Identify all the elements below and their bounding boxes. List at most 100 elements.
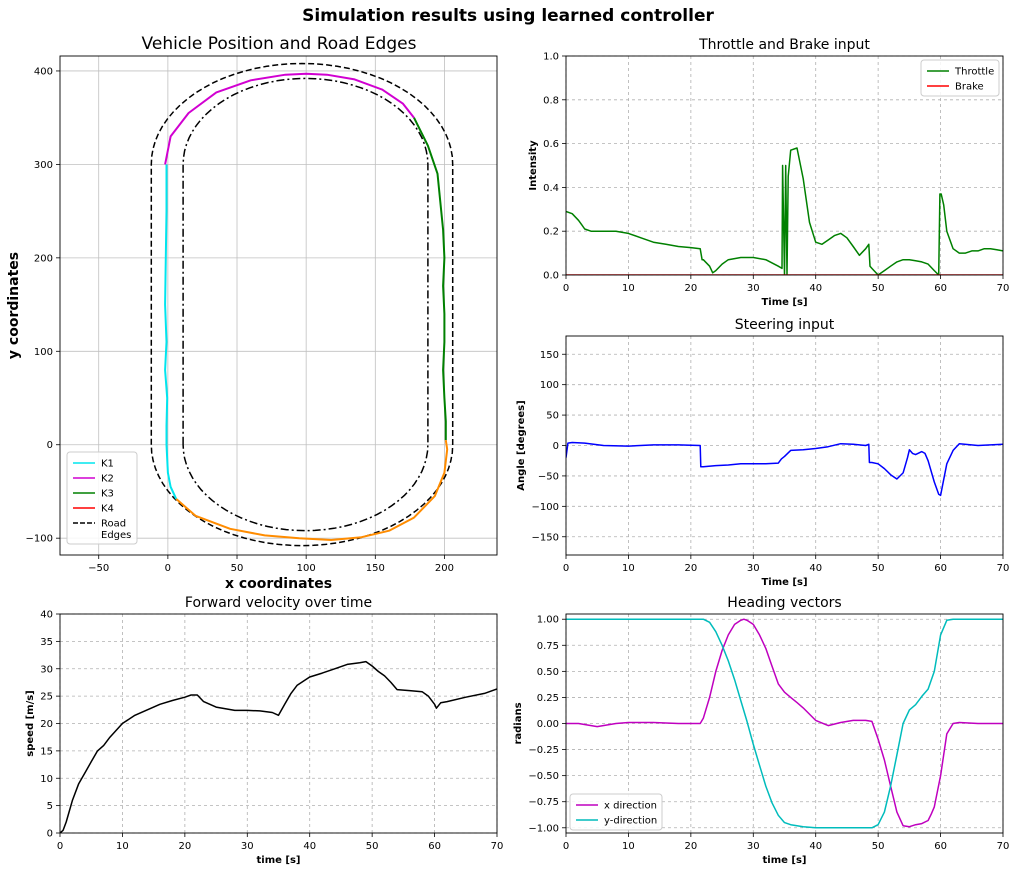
heading-chart: 0 10 20 30 40 50 60 70 −1.00 −0.75 −0.50 −0.25 0.00 0… xyxy=(513,595,1009,866)
position-xlabel: x coordinates xyxy=(225,576,332,592)
legend-label: K2 xyxy=(101,474,114,485)
x-tick-label: 0 xyxy=(165,563,171,574)
position-line-k3 xyxy=(413,117,447,441)
velocity-ylabel: speed [m/s] xyxy=(25,690,36,756)
x-tick-label: 20 xyxy=(684,283,697,294)
y-tick-label: 50 xyxy=(546,411,559,422)
legend-label: Throttle xyxy=(954,67,994,78)
legend-label: Road xyxy=(101,519,126,530)
y-tick-label: 0.8 xyxy=(543,95,559,106)
position-line-orange xyxy=(175,439,449,541)
y-tick-label: 0 xyxy=(47,829,53,840)
heading-line-y-direction xyxy=(566,618,1003,829)
position-line-k1 xyxy=(164,164,178,500)
steering-ylabel: Angle [degrees] xyxy=(516,400,527,490)
steering-xlabel: Time [s] xyxy=(761,577,807,588)
x-tick-label: 40 xyxy=(809,283,822,294)
x-tick-label: 0 xyxy=(563,563,569,574)
legend-box xyxy=(920,59,1000,97)
x-tick-label: 100 xyxy=(297,563,316,574)
y-tick-label: 100 xyxy=(34,347,53,358)
x-tick-label: 70 xyxy=(997,841,1010,852)
heading-title: Heading vectors xyxy=(727,595,841,611)
x-tick-label: 0 xyxy=(57,841,63,852)
y-tick-label: 0 xyxy=(47,440,53,451)
x-tick-label: 40 xyxy=(809,563,822,574)
y-tick-label: 20 xyxy=(40,719,53,730)
position-plot-area xyxy=(150,62,454,547)
velocity-line-series-0 xyxy=(60,660,497,833)
y-tick-label: −150 xyxy=(532,532,559,543)
x-tick-label: 50 xyxy=(872,563,885,574)
y-tick-label: 5 xyxy=(47,801,53,812)
velocity-chart: 0 10 20 30 40 50 60 70 0 5 10 15 20 25 30 35 40 Forward v… xyxy=(25,595,503,866)
throttle-legend: Throttle Brake xyxy=(920,59,1000,97)
y-tick-label: −0.25 xyxy=(528,745,559,756)
x-tick-label: 0 xyxy=(563,283,569,294)
y-tick-label: 35 xyxy=(40,637,53,648)
y-tick-label: 300 xyxy=(34,160,53,171)
y-tick-label: 0.0 xyxy=(543,271,559,282)
x-tick-label: 50 xyxy=(366,841,379,852)
legend-label: K1 xyxy=(101,459,114,470)
x-tick-label: 40 xyxy=(303,841,316,852)
legend-label: Brake xyxy=(955,82,984,93)
heading-ylabel: radians xyxy=(513,702,524,744)
y-tick-label: −50 xyxy=(538,471,559,482)
x-tick-label: 70 xyxy=(491,841,504,852)
x-tick-label: 40 xyxy=(809,841,822,852)
road-edge-outer xyxy=(150,62,454,547)
y-tick-label: −1.00 xyxy=(528,823,559,834)
y-tick-label: 1.00 xyxy=(537,615,559,626)
heading-plot-area xyxy=(566,618,1003,829)
steering-title: Steering input xyxy=(735,317,835,333)
y-tick-label: 0.00 xyxy=(537,719,559,730)
x-tick-label: 60 xyxy=(934,563,947,574)
y-tick-label: 400 xyxy=(34,66,53,77)
y-tick-label: 25 xyxy=(40,692,53,703)
x-tick-label: 20 xyxy=(684,841,697,852)
position-line-k2 xyxy=(164,72,415,165)
x-tick-label: 20 xyxy=(178,841,191,852)
steering-line-series-0 xyxy=(566,441,1003,497)
velocity-title: Forward velocity over time xyxy=(185,595,372,611)
x-tick-label: 30 xyxy=(747,841,760,852)
throttle-title: Throttle and Brake input xyxy=(698,37,870,53)
y-tick-label: 30 xyxy=(40,664,53,675)
x-tick-label: 0 xyxy=(563,841,569,852)
legend-label: K3 xyxy=(101,489,114,500)
x-tick-label: 60 xyxy=(934,283,947,294)
y-tick-label: −100 xyxy=(26,534,53,545)
legend-box xyxy=(569,793,663,831)
position-ylabel: y coordinates xyxy=(6,252,22,359)
x-tick-label: 30 xyxy=(747,563,760,574)
y-tick-label: −100 xyxy=(532,502,559,513)
throttle-axes-frame xyxy=(565,55,1004,276)
x-tick-label: 20 xyxy=(684,563,697,574)
y-tick-label: 1.0 xyxy=(543,52,559,63)
x-tick-label: 10 xyxy=(116,841,129,852)
velocity-xlabel: time [s] xyxy=(257,855,301,866)
y-tick-label: 0.2 xyxy=(543,227,559,238)
x-tick-label: 60 xyxy=(428,841,441,852)
x-tick-label: 200 xyxy=(435,563,454,574)
y-tick-label: 15 xyxy=(40,746,53,757)
velocity-plot-area xyxy=(60,660,497,833)
heading-xlabel: time [s] xyxy=(763,855,807,866)
x-tick-label: 50 xyxy=(872,841,885,852)
y-tick-label: 0.4 xyxy=(543,183,559,194)
legend-label: x direction xyxy=(604,801,657,812)
position-title: Vehicle Position and Road Edges xyxy=(142,34,417,54)
x-tick-label: 30 xyxy=(747,283,760,294)
x-tick-label: 50 xyxy=(872,283,885,294)
position-chart: −50 0 50 100 150 200 −100 0 100 200 300 400 Vehicle … xyxy=(6,34,498,592)
throttle-ylabel: Intensity xyxy=(528,140,539,191)
legend-box xyxy=(66,451,138,545)
y-tick-label: 0.50 xyxy=(537,667,559,678)
y-tick-label: 0.25 xyxy=(537,693,559,704)
y-tick-label: −0.50 xyxy=(528,771,559,782)
x-tick-label: 60 xyxy=(934,841,947,852)
x-tick-label: 70 xyxy=(997,283,1010,294)
